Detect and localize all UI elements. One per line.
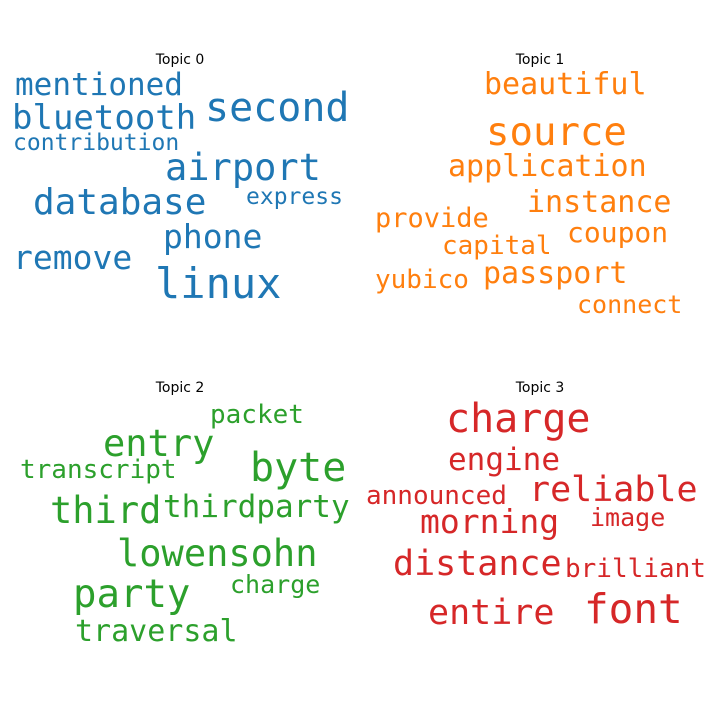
word-express: express [246, 184, 343, 210]
word-yubico: yubico [375, 265, 469, 295]
word-linux: linux [155, 259, 282, 308]
topic-panel-1: Topic 1 source beautiful application instanc… [360, 0, 720, 360]
word-phone: phone [163, 217, 263, 256]
word-contribution: contribution [13, 130, 180, 156]
word-entire: entire [428, 593, 555, 633]
word-brilliant: brilliant [565, 554, 706, 584]
word-distance: distance [393, 544, 562, 584]
word-reliable: reliable [529, 470, 698, 510]
word-engine: engine [448, 442, 560, 478]
word-instance: instance [527, 185, 672, 220]
word-third: third [50, 489, 162, 532]
word-charge: charge [230, 570, 321, 599]
word-morning: morning [420, 502, 560, 541]
topic-title-0: Topic 0 [155, 52, 205, 68]
topic-title-1: Topic 1 [515, 52, 565, 68]
word-capital: capital [442, 231, 552, 261]
word-remove: remove [13, 238, 133, 277]
word-coupon: coupon [567, 216, 669, 249]
word-traversal: traversal [75, 614, 238, 649]
topic-title-3: Topic 3 [515, 380, 565, 396]
word-bluetooth: bluetooth [12, 98, 197, 138]
word-provide: provide [375, 203, 489, 234]
word-beautiful: beautiful [484, 67, 647, 102]
topic-panel-0: Topic 0 second airport linux database bluetoo… [0, 0, 360, 360]
word-packet: packet [210, 400, 304, 430]
word-second: second [205, 85, 350, 131]
word-entry: entry [103, 422, 215, 465]
word-font: font [584, 585, 683, 633]
topic-panel-3: Topic 3 charge engine reliable announced morn… [360, 360, 720, 720]
word-database: database [33, 182, 207, 223]
word-announced: announced [366, 481, 507, 511]
word-party: party [73, 572, 191, 617]
word-connect: connect [577, 290, 683, 319]
word-byte: byte [250, 445, 347, 491]
topic-panel-2: Topic 2 entry byte packet transcript third thi… [0, 360, 360, 720]
word-thirdparty: thirdparty [163, 489, 350, 525]
word-lowensohn: lowensohn [117, 532, 318, 575]
topic-title-2: Topic 2 [155, 380, 205, 396]
word-transcript: transcript [20, 455, 177, 485]
word-application: application [448, 149, 647, 184]
word-passport: passport [483, 256, 628, 291]
word-charge: charge [446, 396, 591, 442]
word-mentioned: mentioned [15, 67, 183, 103]
word-image: image [590, 503, 666, 532]
word-airport: airport [165, 146, 321, 189]
word-source: source [486, 110, 627, 155]
